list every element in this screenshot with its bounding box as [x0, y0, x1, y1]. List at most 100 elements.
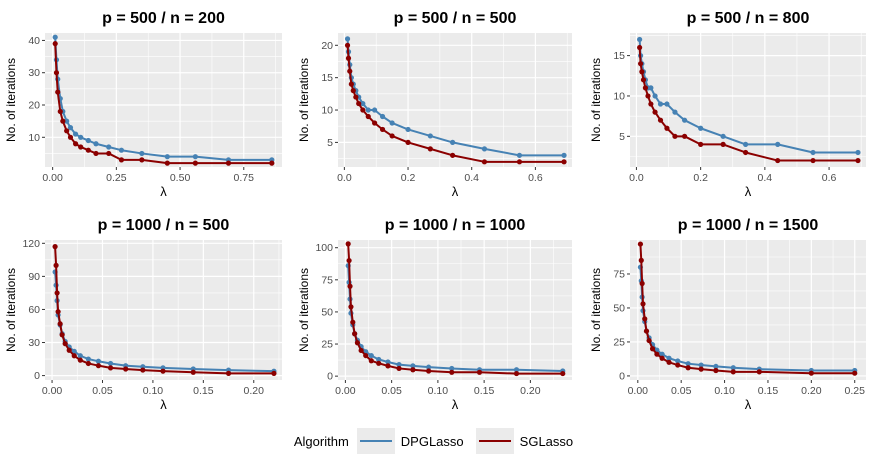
data-point	[85, 360, 91, 367]
data-point	[775, 157, 781, 164]
y-tick-label: 120	[22, 238, 40, 250]
data-point	[646, 337, 652, 344]
data-point	[405, 139, 411, 146]
data-point	[675, 358, 681, 364]
y-tick-label: 5	[619, 131, 625, 143]
data-point	[53, 70, 60, 76]
data-point	[269, 160, 275, 166]
data-point	[164, 160, 170, 166]
y-tick-label: 50	[321, 306, 333, 318]
x-tick-label: 0.6	[822, 172, 837, 184]
data-point	[645, 93, 651, 99]
data-point	[346, 257, 352, 264]
data-point	[368, 358, 374, 364]
legend-label-dpglasso: DPGLasso	[400, 433, 464, 449]
data-point	[642, 85, 649, 91]
data-point	[372, 120, 378, 126]
data-point	[637, 241, 644, 247]
data-point	[350, 319, 356, 325]
x-tick-label: 0.20	[520, 385, 541, 397]
y-tick-label: 5	[327, 137, 333, 149]
y-tick-label: 25	[321, 339, 333, 351]
x-axis-label: λ	[160, 184, 167, 199]
data-point	[810, 149, 816, 156]
data-point	[685, 365, 691, 371]
data-point	[730, 365, 736, 371]
data-point	[345, 241, 351, 247]
data-point	[271, 370, 277, 376]
data-point	[123, 366, 129, 372]
data-point	[106, 150, 112, 157]
data-point	[561, 159, 567, 165]
data-point	[637, 44, 643, 51]
x-tick-label: 0.0	[337, 172, 352, 184]
panel-title: p = 500 / n = 500	[394, 10, 517, 27]
data-point	[52, 41, 58, 47]
data-point	[513, 367, 520, 373]
data-point	[356, 100, 362, 107]
x-tick-label: 0.25	[845, 385, 866, 397]
series-sglasso	[52, 244, 277, 376]
data-point	[652, 109, 658, 115]
series-sglasso	[637, 241, 858, 376]
data-point	[64, 128, 70, 134]
data-point	[345, 55, 352, 61]
data-point	[742, 149, 749, 156]
data-point	[852, 370, 858, 376]
data-point	[140, 367, 146, 373]
data-point	[649, 346, 656, 352]
data-point	[516, 159, 523, 165]
data-point	[698, 141, 704, 147]
x-tick-label: 0.00	[42, 172, 63, 184]
panel-title: p = 500 / n = 200	[102, 10, 225, 27]
data-point	[72, 141, 79, 147]
y-tick-label: 60	[28, 304, 40, 316]
x-tick-label: 0.2	[401, 172, 416, 184]
data-point	[720, 133, 726, 139]
x-axis-label: λ	[452, 397, 459, 412]
data-point	[106, 144, 112, 150]
data-point	[449, 369, 455, 375]
panel-title: p = 1000 / n = 1500	[678, 217, 819, 234]
data-point	[640, 301, 646, 307]
panel-6: 0.00 0.05 0.10 0.15 0.20 0.25 0 25 50 75 p = 1000 …	[589, 217, 866, 412]
data-point	[347, 283, 353, 289]
data-point	[681, 133, 688, 139]
data-point	[698, 366, 704, 372]
data-point	[348, 81, 354, 87]
data-point	[55, 89, 61, 95]
data-point	[666, 359, 672, 365]
data-point	[639, 69, 645, 75]
series-line	[54, 37, 272, 161]
data-point	[855, 149, 861, 156]
data-point	[85, 137, 91, 144]
data-point	[681, 117, 688, 123]
data-point	[666, 355, 672, 361]
data-point	[648, 101, 654, 107]
data-point	[642, 316, 648, 322]
data-point	[365, 107, 371, 113]
data-point	[675, 362, 681, 368]
y-tick-label: 30	[28, 67, 40, 79]
data-point	[93, 150, 99, 157]
data-point	[360, 107, 366, 113]
y-axis-label: No. of iterations	[589, 58, 603, 142]
data-point	[139, 157, 145, 163]
y-tick-label: 90	[28, 271, 40, 283]
panel-2: 0.0 0.2 0.4 0.6 5 10 15 20 p = 500 / n = 500 λ No.…	[297, 10, 572, 199]
data-point	[385, 359, 391, 365]
data-point	[379, 126, 386, 133]
series-sglasso	[52, 41, 275, 166]
y-tick-label: 10	[321, 105, 333, 117]
data-point	[107, 365, 114, 371]
data-point	[71, 348, 77, 354]
panel-background	[338, 33, 572, 167]
data-point	[637, 36, 643, 43]
panel-title: p = 500 / n = 800	[687, 10, 810, 27]
x-tick-label: 0.10	[714, 385, 735, 397]
data-point	[57, 108, 63, 115]
data-point	[698, 362, 704, 368]
x-axis-label: λ	[452, 184, 459, 199]
x-tick-label: 0.05	[92, 385, 113, 397]
